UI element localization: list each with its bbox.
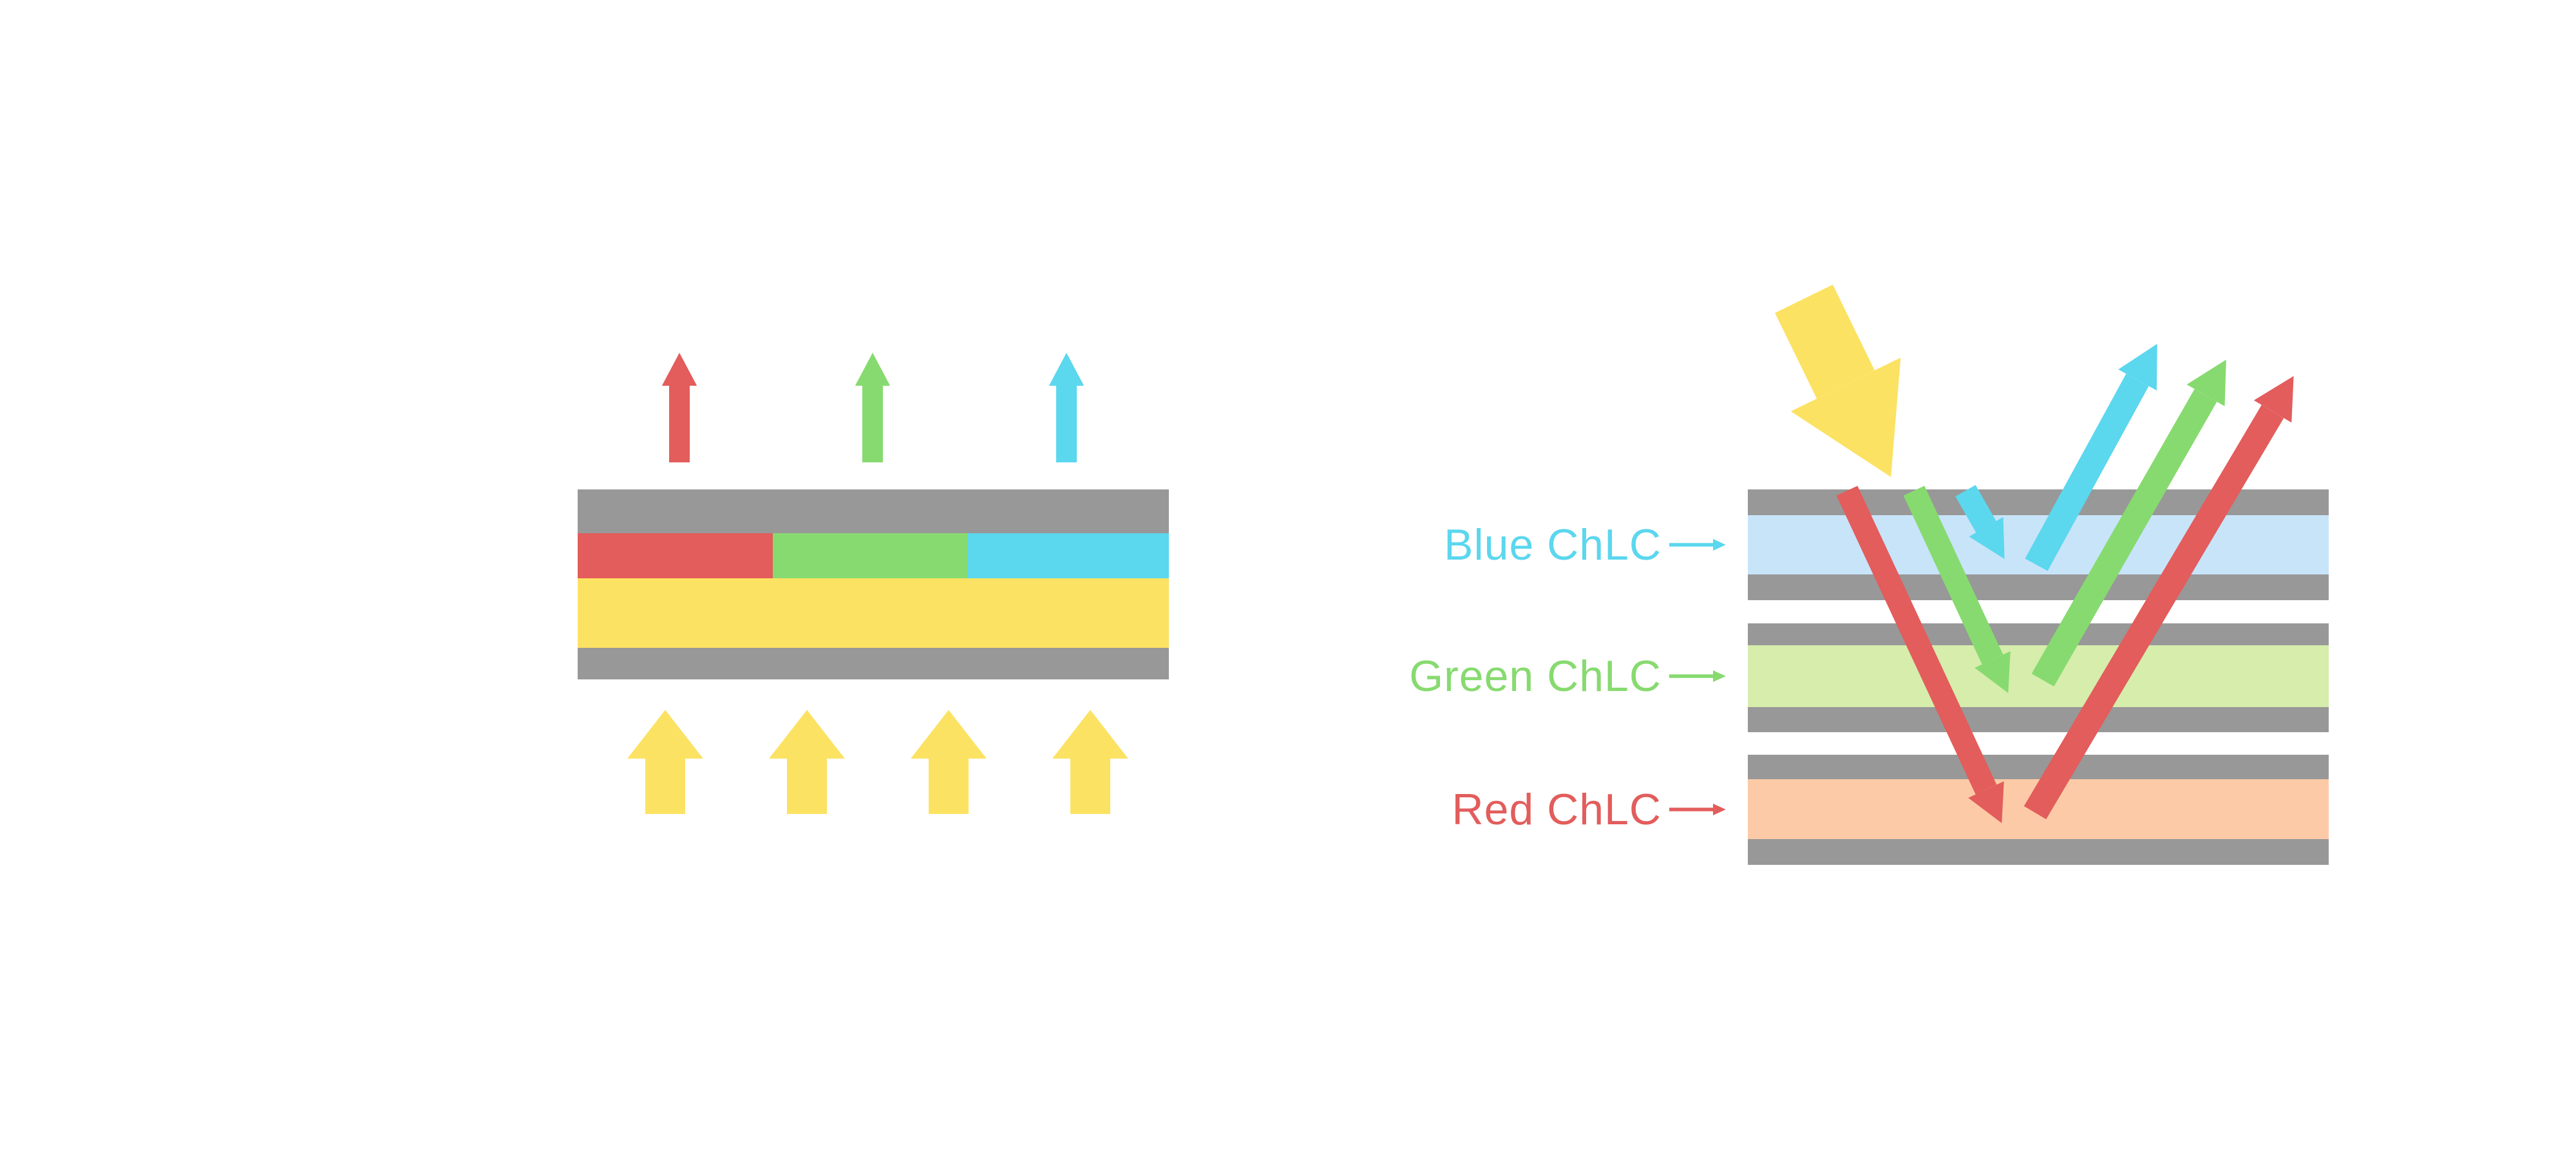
green-chlc-label: Green ChLC: [1409, 652, 1662, 701]
green-transmitted-arrow: [1903, 486, 2011, 694]
blue-chlc-label: Blue ChLC: [1444, 520, 1662, 569]
transmissive-rgb-stack-diagram: [578, 352, 1169, 814]
bottom-substrate-bar: [578, 648, 1169, 679]
red-chlc-label: Red ChLC: [1452, 785, 1662, 834]
cyan-filter-segment: [967, 533, 1169, 578]
red-reflected-arrow: [2023, 375, 2294, 820]
reflective-chlc-stack-diagram: [1669, 285, 2329, 865]
substrate-bar: [1748, 707, 2329, 732]
substrate-bar: [1748, 489, 2329, 515]
incident-light-arrow: [1775, 285, 1901, 477]
substrate-bar: [1748, 623, 2329, 645]
yellow-backlight-layer: [578, 578, 1169, 648]
red-transmitted-arrow: [1836, 486, 2004, 824]
substrate-bar: [1748, 574, 2329, 600]
green-filter-segment: [773, 533, 967, 578]
blue-transmitted-arrow: [1955, 485, 2005, 560]
top-substrate-bar: [578, 489, 1169, 533]
green-reflected-arrow: [2031, 359, 2226, 686]
substrate-bar: [1748, 755, 2329, 779]
red-filter-segment: [578, 533, 773, 578]
blue-reflected-arrow: [2025, 343, 2157, 571]
substrate-bar: [1748, 839, 2329, 865]
